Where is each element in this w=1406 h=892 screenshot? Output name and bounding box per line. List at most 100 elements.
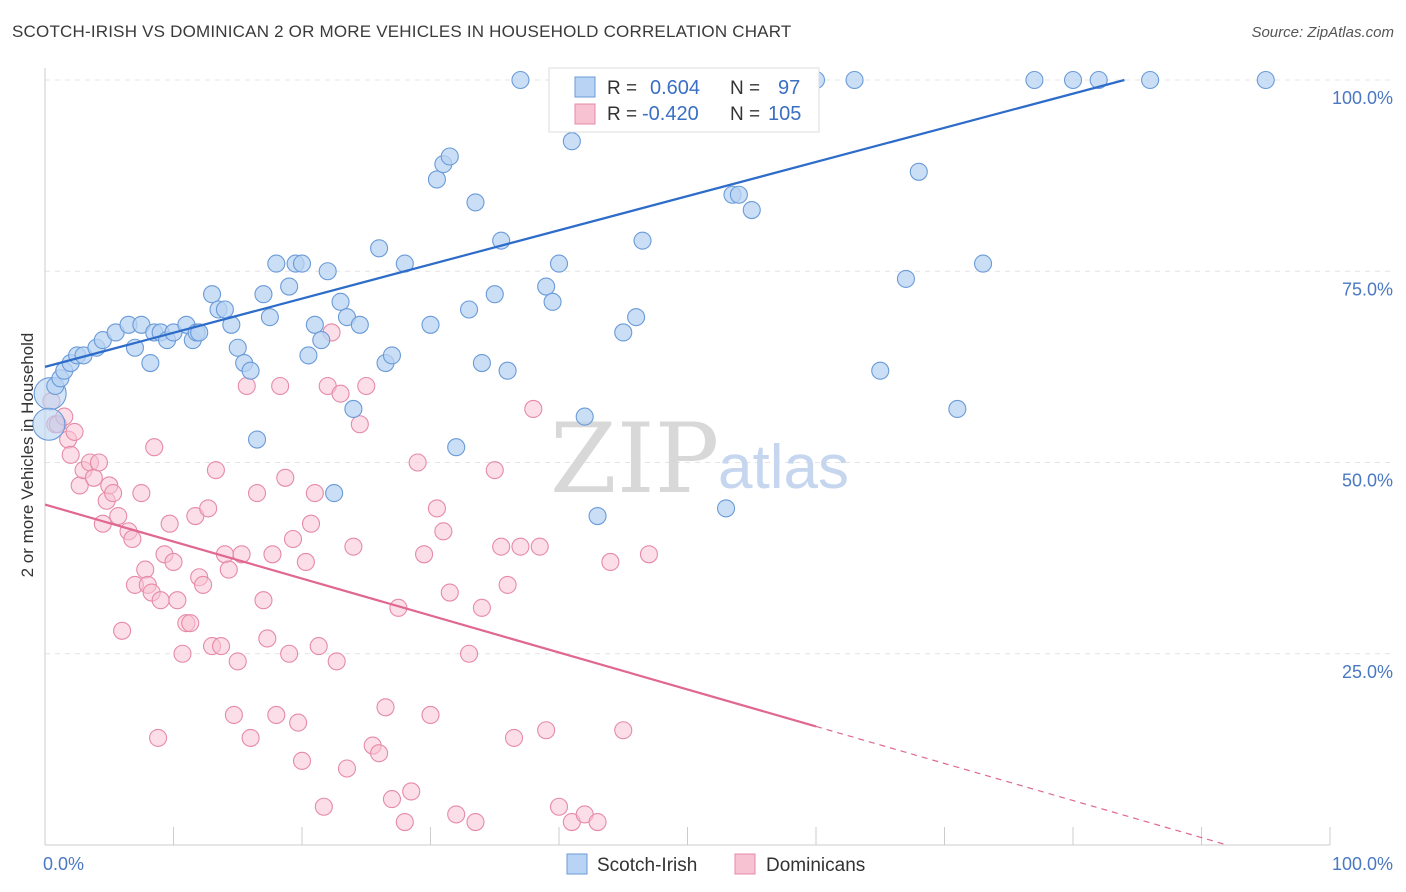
stats-r-label-pink: R =: [607, 104, 637, 125]
dominicans-point: [530, 537, 549, 556]
dominicans-point: [280, 644, 299, 663]
scotch-irish-point: [260, 308, 279, 327]
dominicans-point: [219, 560, 238, 579]
chart-source: Source: ZipAtlas.com: [1251, 24, 1394, 41]
dominicans-point: [194, 575, 213, 594]
legend-label-dominicans: Dominicans: [766, 855, 865, 876]
scotch-irish-point: [543, 292, 562, 311]
dominicans-point: [181, 614, 200, 633]
dominicans-point: [614, 721, 633, 740]
dominicans-point: [305, 484, 324, 503]
dominicans-point: [241, 728, 260, 747]
dominicans-point: [267, 705, 286, 725]
dominicans-point: [408, 453, 427, 472]
scotch-irish-point: [575, 407, 594, 426]
stats-r-value-blue: 0.604: [650, 77, 700, 99]
dominicans-point: [173, 644, 192, 663]
dominicans-point: [472, 598, 491, 617]
dominicans-point: [537, 721, 556, 740]
scotch-irish-point: [447, 438, 466, 457]
dominicans-point: [123, 529, 142, 549]
bottom-legend: Scotch-Irish Dominicans: [566, 853, 865, 876]
stats-n-value-blue: 97: [778, 77, 800, 99]
scotch-irish-point: [299, 346, 318, 365]
dominicans-point: [498, 575, 517, 594]
scotch-irish-point: [909, 162, 928, 181]
scotch-irish-point: [742, 201, 761, 220]
dominicans-point: [504, 728, 524, 747]
y-axis-title: 2 or more Vehicles in Household: [18, 333, 37, 578]
legend-swatch-dominicans: [734, 853, 756, 875]
scotch-irish-point: [511, 70, 530, 90]
dominicans-point: [237, 376, 256, 396]
watermark-zip: ZIP: [550, 403, 719, 515]
scotch-irish-point: [228, 338, 247, 357]
dominicans-point: [224, 705, 243, 725]
dominicans-point: [459, 644, 479, 663]
stats-legend-swatch-blue: [574, 76, 596, 98]
scotch-irish-point: [440, 147, 459, 166]
watermark-atlas: atlas: [718, 433, 849, 502]
stats-n-label-blue: N =: [730, 78, 760, 99]
dominicans-point: [258, 629, 277, 648]
dominicans-point: [247, 484, 267, 503]
dominicans-point: [337, 759, 357, 778]
scotch-irish-point: [427, 170, 446, 189]
dominicans-point: [263, 545, 282, 564]
scotch-irish-point: [1141, 70, 1160, 90]
scotch-irish-point: [141, 353, 160, 373]
dominicans-point: [301, 514, 321, 533]
scotch-irish-point: [485, 285, 504, 304]
scotch-irish-point: [190, 323, 209, 342]
chart-title: SCOTCH-IRISH VS DOMINICAN 2 OR MORE VEHI…: [12, 22, 792, 41]
dominicans-point: [109, 506, 128, 526]
stats-r-label-blue: R =: [607, 78, 637, 99]
dominicans-point: [447, 805, 466, 824]
scotch-irish-point: [614, 323, 633, 342]
dominicans-point: [402, 782, 421, 801]
scotch-irish-point: [370, 239, 389, 258]
scotch-irish-point: [280, 277, 299, 296]
tick-labels: 25.0% 50.0% 75.0% 100.0% 0.0% 100.0%: [43, 88, 1393, 874]
stats-legend: R = 0.604 N = 97 R = -0.420 N = 105: [548, 67, 820, 133]
dominicans-point: [232, 545, 251, 564]
dominicans-point: [376, 698, 395, 717]
dominicans-point: [382, 790, 402, 809]
x-tick-label: 0.0%: [43, 854, 84, 874]
scotch-irish-point: [537, 277, 556, 296]
dominicans-point: [350, 415, 369, 434]
x-tick-label: 100.0%: [1332, 854, 1393, 874]
dominicans-point: [314, 797, 333, 816]
scotch-irish-point: [331, 292, 350, 311]
scotch-irish-point: [716, 499, 736, 518]
scotch-irish-point: [498, 361, 517, 380]
scotch-irish-point: [254, 285, 273, 304]
scotch-irish-point: [562, 132, 581, 151]
scotch-irish-point: [344, 399, 363, 419]
dominicans-point: [292, 751, 312, 770]
dominicans-point: [601, 552, 620, 572]
dominicans-point: [511, 537, 530, 556]
y-tick-label: 75.0%: [1342, 279, 1393, 299]
scotch-irish-point: [215, 300, 234, 319]
scotch-irish-point: [247, 430, 267, 449]
dominicans-point: [228, 652, 247, 671]
dominicans-point: [61, 445, 80, 464]
dominicans-point: [164, 552, 183, 572]
axes: [44, 68, 1331, 846]
scotch-irish-point: [549, 254, 569, 273]
dominicans-point: [588, 812, 607, 832]
scotch-irish-point: [241, 361, 260, 380]
scotch-irish-point: [382, 346, 402, 365]
watermark: ZIP atlas: [550, 403, 849, 515]
dominicans-point: [151, 591, 170, 610]
dominicans-point: [327, 652, 346, 671]
dominicans-point: [104, 484, 123, 503]
scotch-irish-point: [312, 331, 331, 350]
dominicans-point: [65, 422, 84, 441]
dominicans-point: [370, 744, 389, 763]
dominicans-point: [440, 583, 459, 602]
dominicans-point: [283, 529, 303, 549]
dominicans-point: [168, 591, 187, 610]
